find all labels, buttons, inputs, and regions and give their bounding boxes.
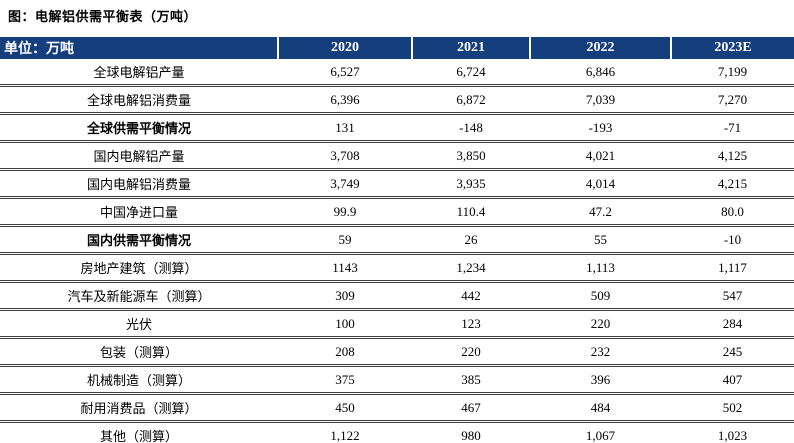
cell-value: 47.2: [530, 197, 671, 227]
cell-value: 1,122: [278, 421, 412, 443]
cell-value: 509: [530, 281, 671, 311]
table-row: 国内供需平衡情况 59 26 55 -10: [0, 225, 794, 255]
cell-value: 110.4: [412, 197, 530, 227]
cell-value: 502: [671, 393, 794, 423]
cell-value: 55: [530, 225, 671, 255]
cell-value: -10: [671, 225, 794, 255]
table-row: 耐用消费品（测算） 450 467 484 502: [0, 393, 794, 423]
cell-value: 6,846: [530, 59, 671, 87]
row-label: 耐用消费品（测算）: [0, 393, 278, 423]
header-row: 单位：万吨 2020 2021 2022 2023E: [0, 37, 794, 59]
table-row: 汽车及新能源车（测算） 309 442 509 547: [0, 281, 794, 311]
row-label: 国内供需平衡情况: [0, 225, 278, 255]
cell-value: 484: [530, 393, 671, 423]
cell-value: 232: [530, 337, 671, 367]
unit-header-cell: 单位：万吨: [0, 37, 278, 59]
cell-value: 1,234: [412, 253, 530, 283]
cell-value: 220: [530, 309, 671, 339]
table-header: 单位：万吨 2020 2021 2022 2023E: [0, 37, 794, 59]
column-header-2023e: 2023E: [670, 37, 794, 59]
table-row: 全球电解铝产量 6,527 6,724 6,846 7,199: [0, 59, 794, 87]
cell-value: -193: [530, 113, 671, 143]
table-row: 机械制造（测算） 375 385 396 407: [0, 365, 794, 395]
cell-value: 375: [278, 365, 412, 395]
cell-value: 123: [412, 309, 530, 339]
cell-value: 26: [412, 225, 530, 255]
cell-value: 442: [412, 281, 530, 311]
report-figure: 图：电解铝供需平衡表（万吨） 单位：万吨 2020 2021 2022 2023…: [0, 6, 794, 443]
cell-value: 4,125: [671, 141, 794, 171]
cell-value: 59: [278, 225, 412, 255]
column-header-2021: 2021: [411, 37, 530, 59]
row-label: 中国净进口量: [0, 197, 278, 227]
cell-value: 7,039: [530, 85, 671, 115]
row-label: 其他（测算）: [0, 421, 278, 443]
row-label: 全球电解铝消费量: [0, 85, 278, 115]
cell-value: 6,872: [412, 85, 530, 115]
cell-value: 3,708: [278, 141, 412, 171]
cell-value: 1143: [278, 253, 412, 283]
cell-value: 3,749: [278, 169, 412, 199]
cell-value: 7,270: [671, 85, 794, 115]
cell-value: 6,527: [278, 59, 412, 87]
cell-value: -71: [671, 113, 794, 143]
cell-value: 396: [530, 365, 671, 395]
cell-value: 3,850: [412, 141, 530, 171]
cell-value: 1,023: [671, 421, 794, 443]
row-label: 光伏: [0, 309, 278, 339]
table-row: 国内电解铝消费量 3,749 3,935 4,014 4,215: [0, 169, 794, 199]
row-label: 国内电解铝消费量: [0, 169, 278, 199]
table-body: 全球电解铝产量 6,527 6,724 6,846 7,199 全球电解铝消费量 6,…: [0, 59, 794, 443]
cell-value: 6,396: [278, 85, 412, 115]
cell-value: 4,014: [530, 169, 671, 199]
table-row: 包装（测算） 208 220 232 245: [0, 337, 794, 367]
cell-value: 450: [278, 393, 412, 423]
figure-title: 图：电解铝供需平衡表（万吨）: [8, 9, 198, 24]
cell-value: 245: [671, 337, 794, 367]
row-label: 房地产建筑（测算）: [0, 253, 278, 283]
cell-value: 284: [671, 309, 794, 339]
table-row: 房地产建筑（测算） 1143 1,234 1,113 1,117: [0, 253, 794, 283]
cell-value: 309: [278, 281, 412, 311]
cell-value: -148: [412, 113, 530, 143]
cell-value: 467: [412, 393, 530, 423]
row-label: 全球电解铝产量: [0, 59, 278, 87]
cell-value: 100: [278, 309, 412, 339]
row-label: 全球供需平衡情况: [0, 113, 278, 143]
column-header-2022: 2022: [529, 37, 671, 59]
cell-value: 131: [278, 113, 412, 143]
cell-value: 407: [671, 365, 794, 395]
column-header-2020: 2020: [277, 37, 412, 59]
table-row: 国内电解铝产量 3,708 3,850 4,021 4,125: [0, 141, 794, 171]
cell-value: 80.0: [671, 197, 794, 227]
cell-value: 4,215: [671, 169, 794, 199]
cell-value: 1,117: [671, 253, 794, 283]
cell-value: 1,067: [530, 421, 671, 443]
cell-value: 7,199: [671, 59, 794, 87]
cell-value: 980: [412, 421, 530, 443]
cell-value: 385: [412, 365, 530, 395]
supply-demand-balance-table: 单位：万吨 2020 2021 2022 2023E 全球电解铝产量 6,527…: [0, 37, 794, 443]
table-row: 全球供需平衡情况 131 -148 -193 -71: [0, 113, 794, 143]
table-row: 中国净进口量 99.9 110.4 47.2 80.0: [0, 197, 794, 227]
cell-value: 4,021: [530, 141, 671, 171]
row-label: 汽车及新能源车（测算）: [0, 281, 278, 311]
row-label: 机械制造（测算）: [0, 365, 278, 395]
cell-value: 99.9: [278, 197, 412, 227]
cell-value: 547: [671, 281, 794, 311]
cell-value: 1,113: [530, 253, 671, 283]
table-row: 全球电解铝消费量 6,396 6,872 7,039 7,270: [0, 85, 794, 115]
row-label: 国内电解铝产量: [0, 141, 278, 171]
table-row: 光伏 100 123 220 284: [0, 309, 794, 339]
row-label: 包装（测算）: [0, 337, 278, 367]
cell-value: 6,724: [412, 59, 530, 87]
cell-value: 208: [278, 337, 412, 367]
cell-value: 220: [412, 337, 530, 367]
table-row: 其他（测算） 1,122 980 1,067 1,023: [0, 421, 794, 443]
cell-value: 3,935: [412, 169, 530, 199]
